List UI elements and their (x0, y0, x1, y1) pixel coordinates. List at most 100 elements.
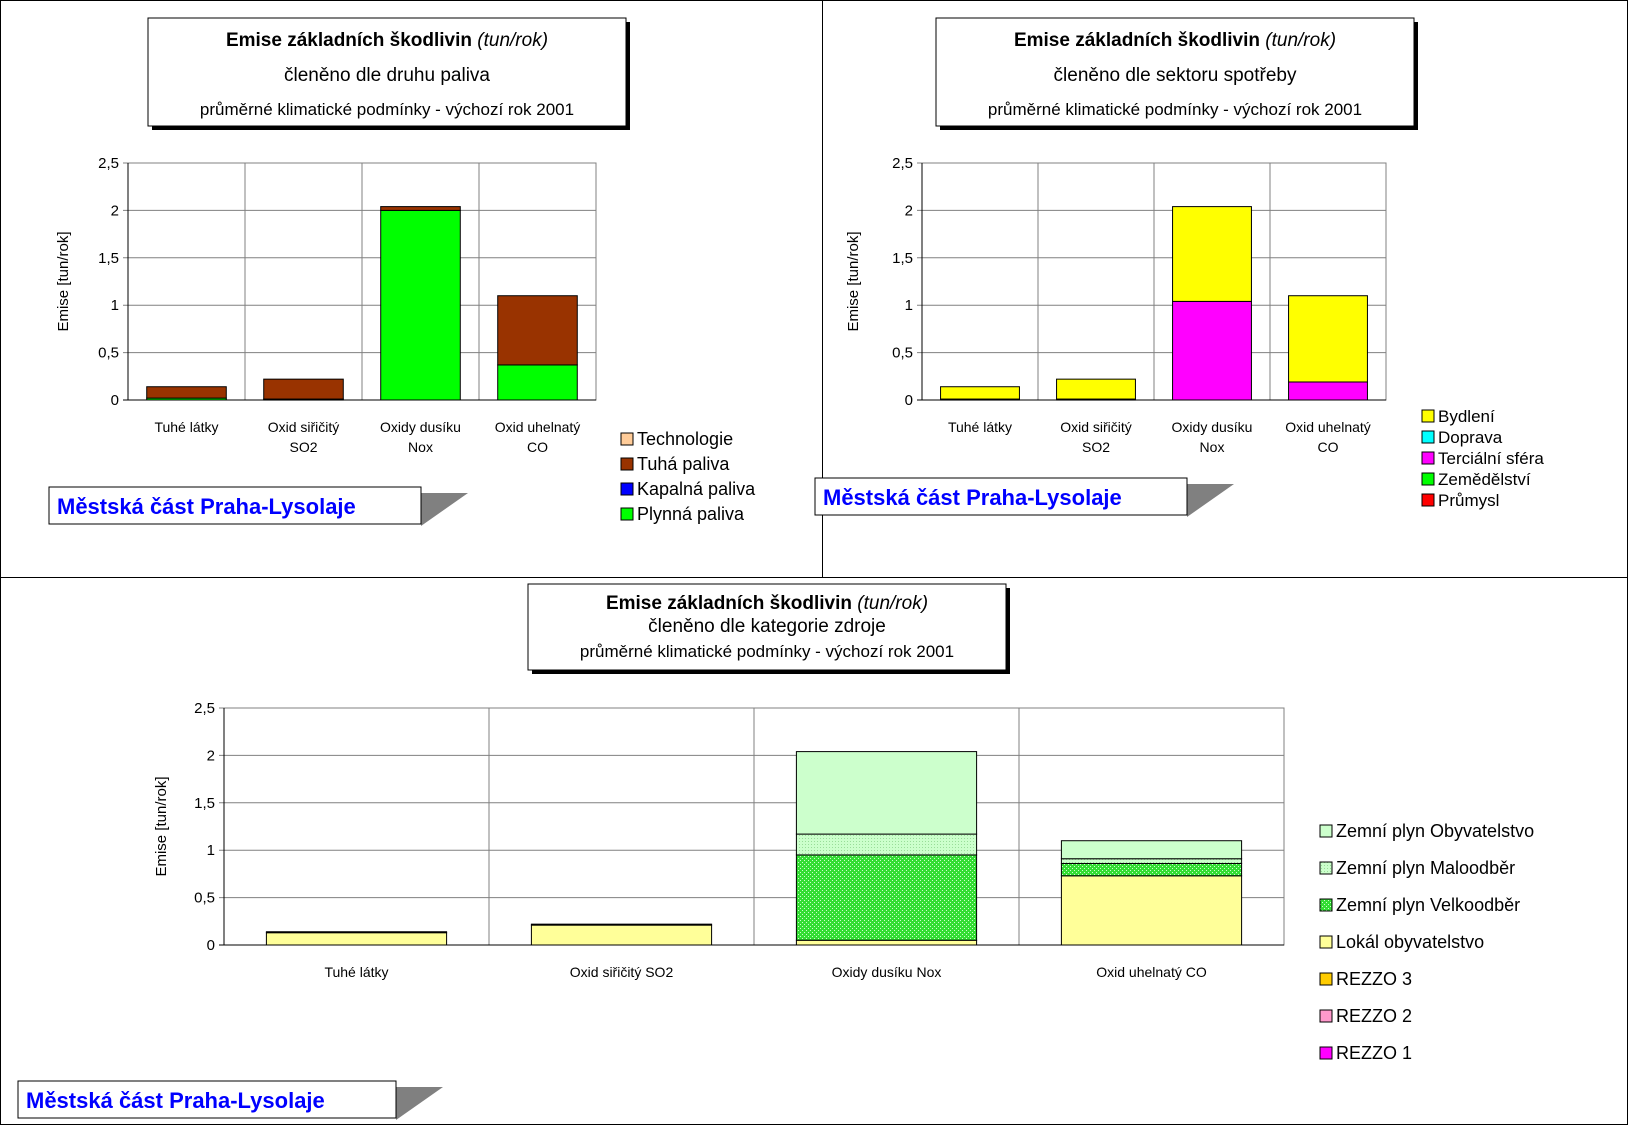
x-tick-label: Nox (408, 439, 433, 455)
badge-box (48, 486, 422, 525)
y-axis-label: Emise [tun/rok] (845, 231, 862, 331)
legend-swatch (1319, 1046, 1333, 1060)
legend-label: Bydlení (1438, 407, 1495, 426)
legend-swatch (1421, 430, 1435, 444)
chart-title: Emise základních škodlivin (tun/rok) (1014, 30, 1336, 51)
x-tick-label: Oxid siřičitý SO2 (570, 964, 674, 980)
bar-lokál-obyvatelstvo (795, 939, 978, 946)
bar-zemní-plyn-maloodběr (1060, 858, 1243, 864)
y-tick-label: 2 (905, 202, 913, 219)
legend-swatch (1319, 935, 1333, 949)
y-tick-label: 0 (905, 392, 913, 409)
legend-label: Zemní plyn Velkoodběr (1336, 895, 1520, 915)
chart-title: Emise základních škodlivin (tun/rok) (606, 593, 928, 614)
badge-wedge (1187, 484, 1234, 517)
y-tick-label: 2,5 (892, 155, 913, 172)
x-tick-label: Tuhé látky (948, 419, 1012, 435)
legend-swatch (1421, 493, 1435, 507)
chart-subtitle: členěno dle druhu paliva (284, 65, 490, 86)
y-tick-label: 1 (207, 842, 215, 859)
chart-title-unit: (tun/rok) (852, 593, 928, 614)
y-tick-label: 1 (905, 297, 913, 314)
x-tick-label: Oxid uhelnatý (495, 419, 581, 435)
badge-label: Městská část Praha-Lysolaje (26, 1088, 325, 1113)
legend-swatch (1421, 451, 1435, 465)
y-tick-label: 0 (111, 392, 119, 409)
x-tick-label: Tuhé látky (154, 419, 218, 435)
legend-label: Kapalná paliva (637, 479, 756, 499)
badge-label: Městská část Praha-Lysolaje (57, 494, 356, 519)
legend-swatch (1319, 972, 1333, 986)
chart-3: Emise základních škodlivin (tun/rok)člen… (17, 583, 1534, 1120)
legend-label: Zemědělství (1438, 470, 1531, 489)
legend-swatch (1421, 472, 1435, 486)
x-tick-label: Nox (1200, 439, 1225, 455)
bar-bydlení (1056, 378, 1136, 400)
chart-title-text: Emise základních škodlivin (1014, 30, 1260, 51)
y-tick-label: 1,5 (98, 250, 119, 267)
x-tick-label: SO2 (289, 439, 317, 455)
chart-title: Emise základních škodlivin (tun/rok) (226, 30, 548, 51)
bar-plynná-paliva (497, 364, 578, 401)
chart-1: Emise základních škodlivin (tun/rok) člen… (48, 17, 756, 526)
chart-title-text: Emise základních škodlivin (226, 30, 472, 51)
legend-label: Terciální sféra (1438, 449, 1544, 468)
y-tick-label: 2 (111, 202, 119, 219)
badge-box (17, 1080, 397, 1119)
bar-lokál-obyvatelstvo (1060, 875, 1243, 946)
legend-swatch (1319, 824, 1333, 838)
bar-lokál-obyvatelstvo (530, 924, 713, 946)
legend-swatch (1421, 409, 1435, 423)
x-tick-label: Oxid uhelnatý CO (1096, 964, 1207, 980)
y-axis-label: Emise [tun/rok] (153, 776, 170, 876)
bar-bydlení (1288, 295, 1368, 383)
legend-label: Lokál obyvatelstvo (1336, 932, 1484, 952)
bar-tuhá-paliva (263, 378, 344, 400)
y-tick-label: 0,5 (98, 345, 119, 362)
chart-2: Emise základních škodlivin (tun/rok) člen… (814, 17, 1544, 517)
y-tick-label: 0 (207, 937, 215, 954)
y-tick-label: 1 (111, 297, 119, 314)
x-tick-label: Oxidy dusíku Nox (832, 964, 942, 980)
bar-zemní-plyn-obyvatelstvo (265, 931, 448, 934)
bar-zemní-plyn-velkoodběr (795, 854, 978, 941)
bar-tuhá-paliva (146, 386, 227, 399)
legend-swatch (620, 457, 634, 471)
x-tick-label: Oxidy dusíku (1172, 419, 1253, 435)
legend-label: REZZO 1 (1336, 1043, 1412, 1063)
y-tick-label: 0,5 (892, 345, 913, 362)
x-tick-label: CO (1318, 439, 1339, 455)
chart-title-text: Emise základních škodlivin (606, 593, 852, 614)
bar-zemní-plyn-obyvatelstvo (1060, 840, 1243, 860)
bar-zemní-plyn-obyvatelstvo (795, 751, 978, 835)
y-tick-label: 0,5 (194, 890, 215, 907)
bar-terciální-sféra (1288, 381, 1368, 401)
legend-swatch (620, 507, 634, 521)
bar-bydlení (940, 386, 1020, 400)
y-tick-label: 1,5 (194, 795, 215, 812)
chart-subtitle: členěno dle kategorie zdroje (648, 616, 886, 637)
chart-subtitle-2: průměrné klimatické podmínky - výchozí r… (988, 100, 1362, 119)
legend-label: Zemní plyn Maloodběr (1336, 858, 1515, 878)
bar-zemní-plyn-maloodběr (795, 833, 978, 856)
x-tick-label: Tuhé látky (324, 964, 388, 980)
legend-swatch (620, 482, 634, 496)
chart-subtitle-2: průměrné klimatické podmínky - výchozí r… (200, 100, 574, 119)
y-tick-label: 2,5 (98, 155, 119, 172)
badge-box (814, 477, 1188, 516)
x-tick-label: CO (527, 439, 548, 455)
x-tick-label: Oxid uhelnatý (1285, 419, 1371, 435)
chart-subtitle: členěno dle sektoru spotřeby (1054, 65, 1297, 86)
x-tick-label: Oxidy dusíku (380, 419, 461, 435)
badge-label: Městská část Praha-Lysolaje (823, 485, 1122, 510)
bar-lokál-obyvatelstvo (265, 932, 448, 946)
chart-title-unit: (tun/rok) (472, 30, 548, 51)
legend-swatch (1319, 1009, 1333, 1023)
legend-label: REZZO 3 (1336, 969, 1412, 989)
chart-title-unit: (tun/rok) (1260, 30, 1336, 51)
legend-swatch (1319, 898, 1333, 912)
legend-swatch (1319, 861, 1333, 875)
bar-terciální-sféra (1172, 300, 1252, 401)
legend-label: REZZO 2 (1336, 1006, 1412, 1026)
